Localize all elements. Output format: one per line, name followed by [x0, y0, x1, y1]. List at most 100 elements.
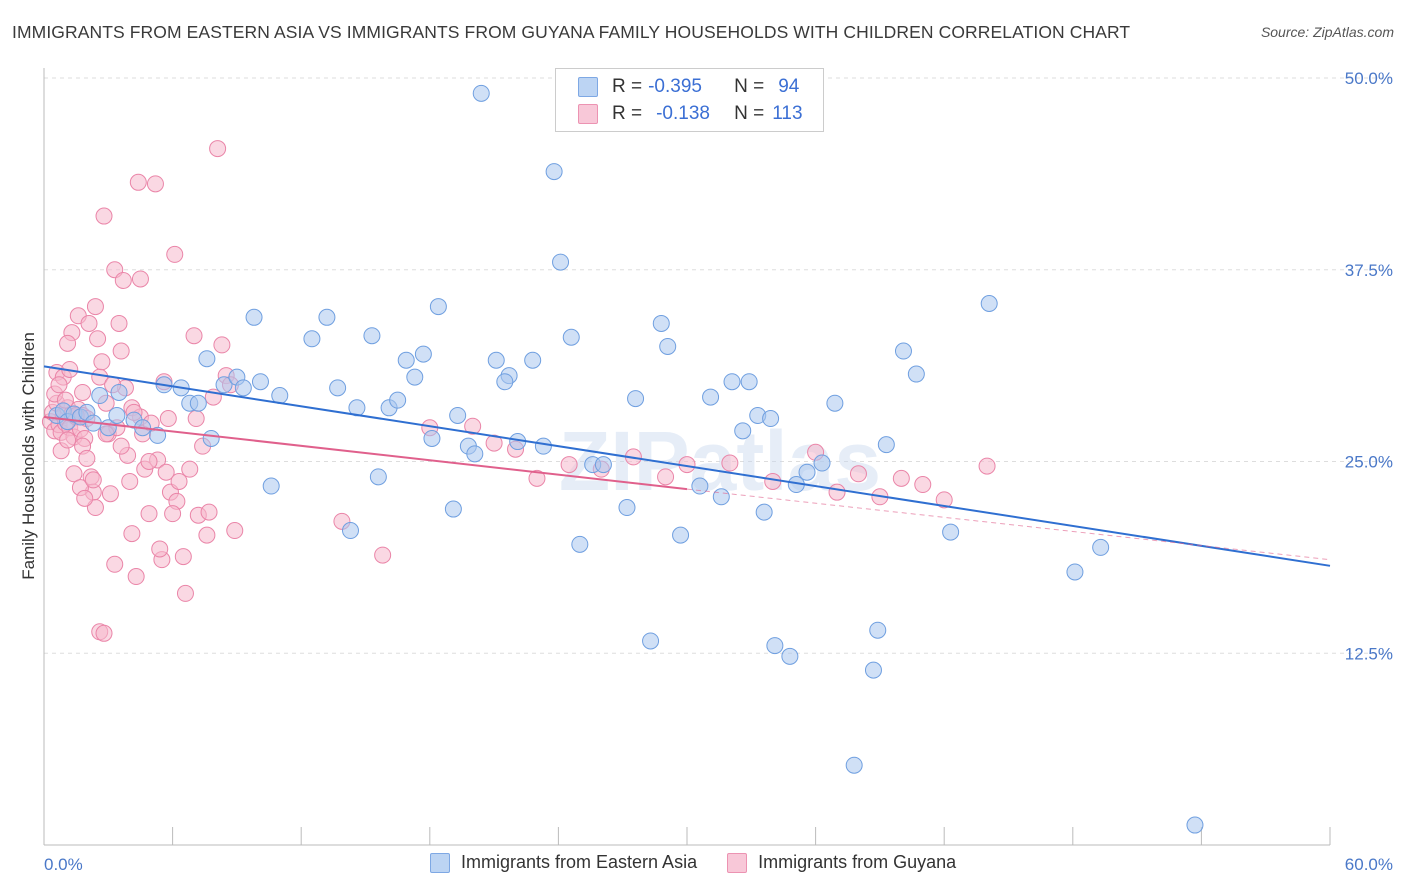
- data-point-eastern-asia: [198, 350, 216, 368]
- data-point-eastern-asia: [869, 621, 887, 639]
- data-point-eastern-asia: [466, 445, 484, 463]
- legend-swatch-blue: [430, 852, 450, 873]
- data-point-guyana: [93, 353, 111, 371]
- legend-r-value: -0.138: [656, 103, 710, 124]
- data-point-guyana: [101, 485, 119, 503]
- y-tick-label: 12.5%: [1345, 644, 1393, 663]
- data-point-eastern-asia: [202, 429, 220, 447]
- legend-swatch-pink: [578, 104, 598, 124]
- data-point-eastern-asia: [524, 351, 542, 369]
- data-point-guyana: [187, 410, 205, 428]
- data-point-guyana: [198, 526, 216, 544]
- data-point-eastern-asia: [110, 383, 128, 401]
- data-point-eastern-asia: [571, 535, 589, 553]
- data-point-eastern-asia: [723, 373, 741, 391]
- data-point-guyana: [78, 449, 96, 467]
- series-guyana-points: [41, 140, 996, 642]
- data-point-guyana: [185, 327, 203, 345]
- data-point-guyana: [131, 270, 149, 288]
- data-point-eastern-asia: [702, 388, 720, 406]
- data-point-eastern-asia: [766, 637, 784, 655]
- trend-lines: [43, 365, 1331, 567]
- data-point-guyana: [657, 468, 675, 486]
- data-point-guyana: [828, 483, 846, 501]
- data-point-guyana: [528, 469, 546, 487]
- data-point-eastern-asia: [149, 426, 167, 444]
- data-point-eastern-asia: [1186, 816, 1204, 834]
- data-point-eastern-asia: [341, 522, 359, 540]
- data-point-eastern-asia: [734, 422, 752, 440]
- data-point-eastern-asia: [845, 756, 863, 774]
- data-point-eastern-asia: [329, 379, 347, 397]
- data-point-eastern-asia: [781, 647, 799, 665]
- legend-n-value: 94: [778, 76, 800, 97]
- data-point-guyana: [140, 505, 158, 523]
- data-point-guyana: [764, 472, 782, 490]
- data-point-eastern-asia: [251, 373, 269, 391]
- data-point-eastern-asia: [552, 253, 570, 271]
- data-point-guyana: [209, 140, 227, 158]
- data-point-guyana: [849, 465, 867, 483]
- data-point-guyana: [80, 314, 98, 332]
- data-point-eastern-asia: [91, 387, 109, 405]
- data-point-eastern-asia: [755, 503, 773, 521]
- legend-label: Immigrants from Eastern Asia: [461, 852, 698, 872]
- data-point-eastern-asia: [215, 376, 233, 394]
- data-point-guyana: [485, 434, 503, 452]
- data-point-eastern-asia: [444, 500, 462, 518]
- legend-row-eastern-asia: R = -0.395 N = 94: [578, 75, 799, 99]
- data-point-guyana: [892, 469, 910, 487]
- legend-row-guyana: R = -0.138 N = 113: [578, 102, 803, 126]
- data-point-guyana: [86, 298, 104, 316]
- legend-label: Immigrants from Guyana: [758, 852, 957, 872]
- data-point-eastern-asia: [363, 327, 381, 345]
- trend-line-guyana: [43, 416, 688, 491]
- data-point-guyana: [176, 584, 194, 602]
- data-point-eastern-asia: [652, 314, 670, 332]
- data-point-guyana: [129, 173, 147, 191]
- data-point-eastern-asia: [487, 351, 505, 369]
- y-axis-label: Family Households with Children: [19, 332, 38, 580]
- data-point-eastern-asia: [318, 308, 336, 326]
- data-point-eastern-asia: [813, 454, 831, 472]
- legend-n-value: 113: [772, 103, 803, 124]
- data-point-eastern-asia: [496, 373, 514, 391]
- data-point-eastern-asia: [642, 632, 660, 650]
- data-point-eastern-asia: [627, 390, 645, 408]
- data-point-eastern-asia: [406, 368, 424, 386]
- data-point-guyana: [174, 548, 192, 566]
- data-point-eastern-asia: [562, 328, 580, 346]
- x-tick-label: 60.0%: [1345, 855, 1393, 874]
- data-point-eastern-asia: [1092, 538, 1110, 556]
- data-point-guyana: [50, 376, 68, 394]
- data-point-eastern-asia: [659, 337, 677, 355]
- data-point-eastern-asia: [980, 294, 998, 312]
- data-point-eastern-asia: [545, 163, 563, 181]
- data-point-eastern-asia: [534, 437, 552, 455]
- data-point-guyana: [84, 471, 102, 489]
- data-point-eastern-asia: [472, 84, 490, 102]
- tick-labels: 12.5% 25.0% 37.5% 50.0% 0.0% 60.0%: [44, 69, 1393, 874]
- data-point-eastern-asia: [189, 394, 207, 412]
- data-point-guyana: [146, 175, 164, 193]
- data-point-guyana: [112, 437, 130, 455]
- data-point-eastern-asia: [618, 499, 636, 517]
- data-point-guyana: [213, 336, 231, 354]
- data-point-guyana: [127, 568, 145, 586]
- y-tick-label: 25.0%: [1345, 453, 1393, 472]
- legend-item-guyana: Immigrants from Guyana: [727, 852, 956, 873]
- data-point-eastern-asia: [691, 477, 709, 495]
- trend-line-eastern-asia: [43, 365, 1331, 567]
- legend-r-label: R =: [612, 76, 643, 97]
- legend-r-label: R =: [612, 103, 643, 124]
- x-tick-label: 0.0%: [44, 855, 83, 874]
- data-point-guyana: [721, 454, 739, 472]
- data-point-guyana: [914, 476, 932, 494]
- data-point-guyana: [159, 410, 177, 428]
- data-point-guyana: [935, 491, 953, 509]
- data-point-guyana: [110, 314, 128, 332]
- data-point-eastern-asia: [1066, 563, 1084, 581]
- chart-title: IMMIGRANTS FROM EASTERN ASIA VS IMMIGRAN…: [12, 22, 1131, 42]
- data-point-eastern-asia: [234, 379, 252, 397]
